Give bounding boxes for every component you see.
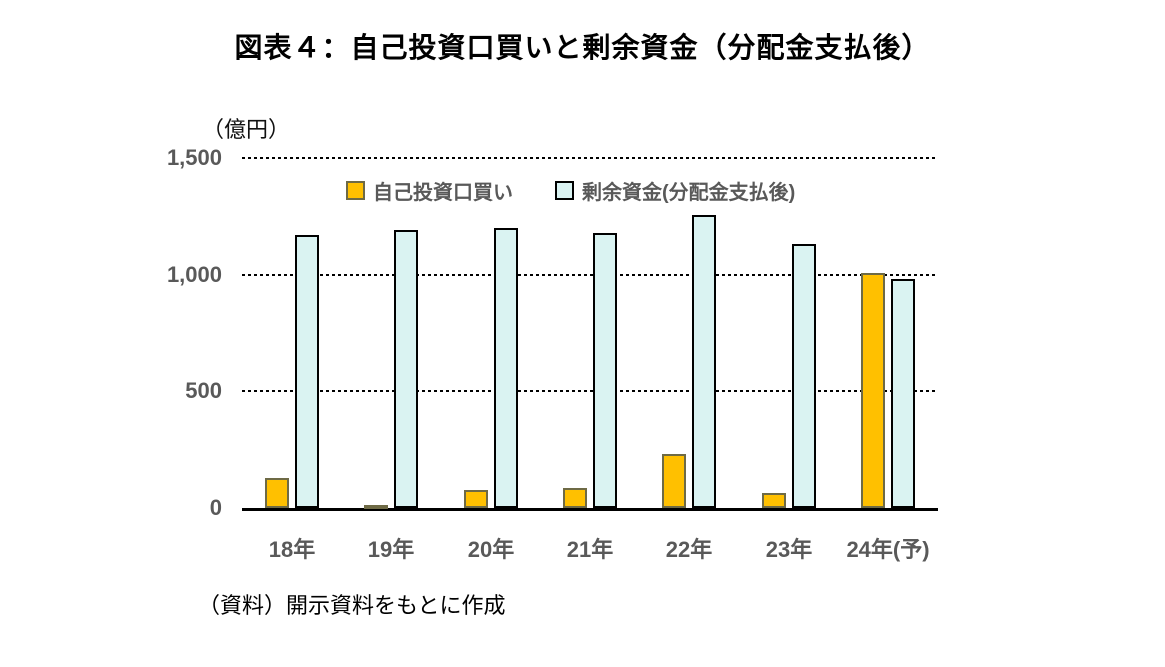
legend-item-surplus: 剰余資金(分配金支払後) bbox=[555, 176, 795, 205]
bar-自己投資口買い-20年 bbox=[464, 490, 488, 508]
surplus-swatch-icon bbox=[555, 181, 574, 200]
y-axis-unit-label: （億円） bbox=[202, 117, 291, 142]
x-tick-label: 19年 bbox=[367, 537, 415, 562]
legend: 自己投資口買い 剰余資金(分配金支払後) bbox=[346, 176, 795, 205]
x-tick-label: 24年(予) bbox=[846, 537, 930, 562]
x-tick-label: 21年 bbox=[566, 537, 614, 562]
bar-自己投資口買い-19年 bbox=[364, 505, 388, 509]
bar-自己投資口買い-23年 bbox=[762, 493, 786, 508]
x-tick-label: 22年 bbox=[665, 537, 713, 562]
bar-自己投資口買い-22年 bbox=[662, 454, 686, 508]
own-buyback-swatch-icon bbox=[346, 181, 365, 200]
chart-title: 図表４：自己投資口買いと剰余資金（分配金支払後） bbox=[234, 32, 931, 63]
legend-label: 自己投資口買い bbox=[373, 182, 513, 204]
gridline-500 bbox=[242, 390, 938, 393]
bar-自己投資口買い-21年 bbox=[563, 488, 587, 508]
bar-剰余資金(分配金支払後)-24年(予) bbox=[891, 279, 915, 508]
y-tick-label: 0 bbox=[209, 495, 222, 520]
gridline-1500 bbox=[242, 157, 938, 159]
x-tick-label: 18年 bbox=[268, 537, 316, 562]
bar-剰余資金(分配金支払後)-19年 bbox=[394, 230, 418, 508]
source-note: （資料）開示資料をもとに作成 bbox=[198, 593, 506, 618]
bar-剰余資金(分配金支払後)-20年 bbox=[494, 228, 518, 508]
x-tick-label: 20年 bbox=[467, 537, 515, 562]
bar-自己投資口買い-24年(予) bbox=[861, 273, 885, 508]
bar-剰余資金(分配金支払後)-23年 bbox=[792, 244, 816, 508]
y-tick-label: 1,500 bbox=[166, 145, 222, 170]
plot-area: 自己投資口買い 剰余資金(分配金支払後) bbox=[242, 157, 938, 511]
legend-label: 剰余資金(分配金支払後) bbox=[582, 182, 796, 204]
y-tick-label: 500 bbox=[185, 378, 222, 404]
bar-剰余資金(分配金支払後)-21年 bbox=[593, 233, 617, 508]
bar-剰余資金(分配金支払後)-18年 bbox=[295, 235, 319, 508]
gridline-1000 bbox=[242, 273, 938, 276]
y-tick-label: 1,000 bbox=[166, 261, 222, 287]
bar-自己投資口買い-18年 bbox=[265, 478, 289, 508]
x-tick-label: 23年 bbox=[765, 537, 813, 562]
legend-item-own-buyback: 自己投資口買い bbox=[346, 176, 513, 205]
bar-剰余資金(分配金支払後)-22年 bbox=[692, 215, 716, 508]
